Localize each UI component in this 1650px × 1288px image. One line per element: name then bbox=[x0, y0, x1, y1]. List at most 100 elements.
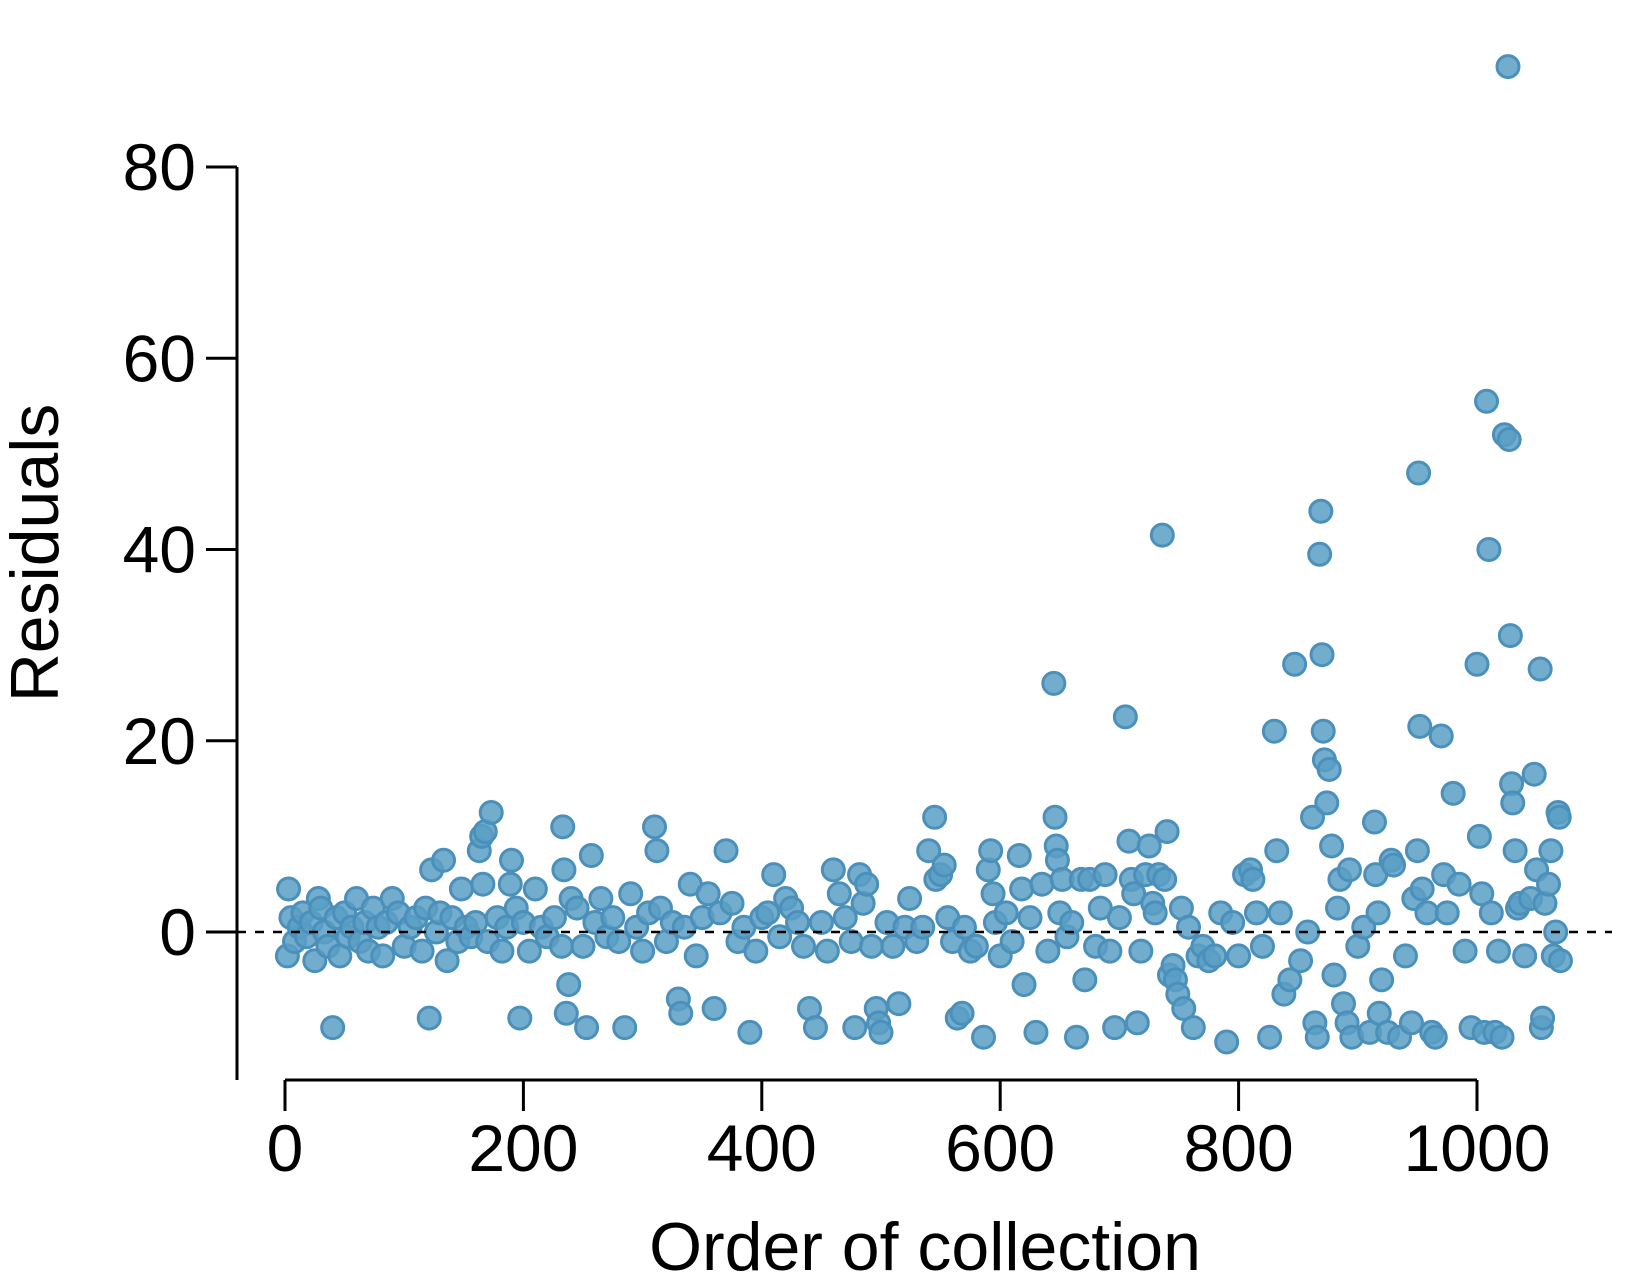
data-point bbox=[993, 900, 1019, 926]
data-point bbox=[842, 1015, 868, 1041]
data-point bbox=[897, 886, 923, 912]
data-point bbox=[1381, 852, 1407, 878]
y-axis: 0 20 40 60 80 bbox=[123, 130, 239, 1080]
data-point bbox=[618, 881, 644, 907]
data-point bbox=[868, 1019, 894, 1045]
data-point bbox=[858, 933, 884, 959]
data-point bbox=[1092, 862, 1118, 888]
data-point bbox=[1530, 1005, 1556, 1031]
data-points bbox=[274, 54, 1573, 1055]
data-point bbox=[1321, 962, 1347, 988]
data-point bbox=[574, 1015, 600, 1041]
data-point bbox=[1434, 900, 1460, 926]
data-point bbox=[1288, 948, 1314, 974]
x-tick-label: 600 bbox=[945, 1111, 1055, 1185]
data-point bbox=[1478, 900, 1504, 926]
data-point bbox=[1180, 1015, 1206, 1041]
y-tick-label: 20 bbox=[123, 704, 196, 778]
data-point bbox=[1011, 972, 1037, 998]
data-point bbox=[1029, 871, 1055, 897]
data-point bbox=[1304, 1024, 1330, 1050]
data-point bbox=[578, 843, 604, 868]
data-point bbox=[1009, 876, 1035, 902]
data-point bbox=[470, 871, 496, 897]
data-point bbox=[1097, 938, 1123, 964]
data-point bbox=[1496, 427, 1522, 453]
x-tick-label: 800 bbox=[1184, 1111, 1294, 1185]
data-point bbox=[1314, 790, 1340, 816]
x-tick-label: 200 bbox=[468, 1111, 578, 1185]
data-point bbox=[409, 938, 435, 964]
data-point bbox=[755, 900, 781, 926]
data-point bbox=[1072, 967, 1098, 993]
data-point bbox=[1414, 900, 1440, 926]
data-point bbox=[683, 943, 709, 969]
data-point bbox=[838, 929, 864, 955]
data-point bbox=[713, 838, 739, 864]
data-point bbox=[695, 881, 721, 907]
data-point bbox=[1116, 828, 1142, 854]
data-point bbox=[854, 871, 880, 897]
data-point bbox=[1469, 881, 1495, 907]
x-tick-label: 400 bbox=[707, 1111, 817, 1185]
data-point bbox=[606, 929, 632, 955]
data-point bbox=[1063, 1024, 1089, 1050]
data-point bbox=[922, 804, 948, 830]
data-point bbox=[1121, 881, 1147, 907]
data-point bbox=[814, 938, 840, 964]
data-point bbox=[1319, 833, 1345, 859]
data-point bbox=[1489, 1024, 1515, 1050]
data-point bbox=[1041, 670, 1067, 696]
data-point bbox=[826, 881, 852, 907]
data-point bbox=[791, 933, 817, 959]
data-point bbox=[1240, 866, 1266, 892]
data-point bbox=[1006, 843, 1032, 868]
data-point bbox=[1422, 1024, 1448, 1050]
data-point bbox=[1106, 905, 1132, 931]
data-point bbox=[1452, 938, 1478, 964]
data-point bbox=[808, 909, 834, 935]
data-point bbox=[1142, 900, 1168, 926]
x-axis: 0 200 400 600 800 1000 bbox=[267, 1078, 1550, 1185]
data-point bbox=[820, 857, 846, 883]
y-tick-label: 80 bbox=[123, 130, 196, 204]
data-point bbox=[1404, 838, 1430, 864]
data-point bbox=[642, 814, 668, 840]
data-point bbox=[1536, 871, 1562, 897]
data-point bbox=[1307, 541, 1333, 567]
data-point bbox=[434, 948, 460, 974]
data-point bbox=[1112, 704, 1138, 730]
data-point bbox=[1308, 498, 1334, 524]
data-point bbox=[1087, 895, 1113, 921]
data-point bbox=[1124, 1010, 1150, 1036]
data-point bbox=[785, 909, 811, 935]
data-point bbox=[522, 876, 548, 902]
data-point bbox=[1042, 804, 1068, 830]
data-point bbox=[880, 933, 906, 959]
data-point bbox=[971, 1024, 997, 1050]
data-point bbox=[743, 938, 769, 964]
data-point bbox=[1152, 866, 1178, 892]
data-point bbox=[761, 862, 787, 888]
data-point bbox=[719, 890, 745, 916]
data-point bbox=[612, 1015, 638, 1041]
data-point bbox=[1309, 642, 1335, 668]
data-point bbox=[1136, 833, 1162, 859]
data-point bbox=[551, 857, 577, 883]
data-point bbox=[1325, 895, 1351, 921]
data-point bbox=[630, 938, 656, 964]
data-point bbox=[1466, 823, 1492, 849]
data-point bbox=[1476, 537, 1502, 562]
data-point bbox=[978, 838, 1004, 864]
data-point bbox=[1497, 623, 1523, 649]
data-point bbox=[1521, 761, 1547, 787]
data-point bbox=[980, 881, 1006, 907]
data-point bbox=[802, 1015, 828, 1041]
data-point bbox=[1059, 909, 1085, 935]
data-point bbox=[1500, 790, 1526, 816]
data-point bbox=[1220, 909, 1246, 935]
data-point bbox=[1202, 943, 1228, 969]
data-point bbox=[1310, 718, 1336, 744]
y-axis-title: Residuals bbox=[0, 404, 73, 703]
